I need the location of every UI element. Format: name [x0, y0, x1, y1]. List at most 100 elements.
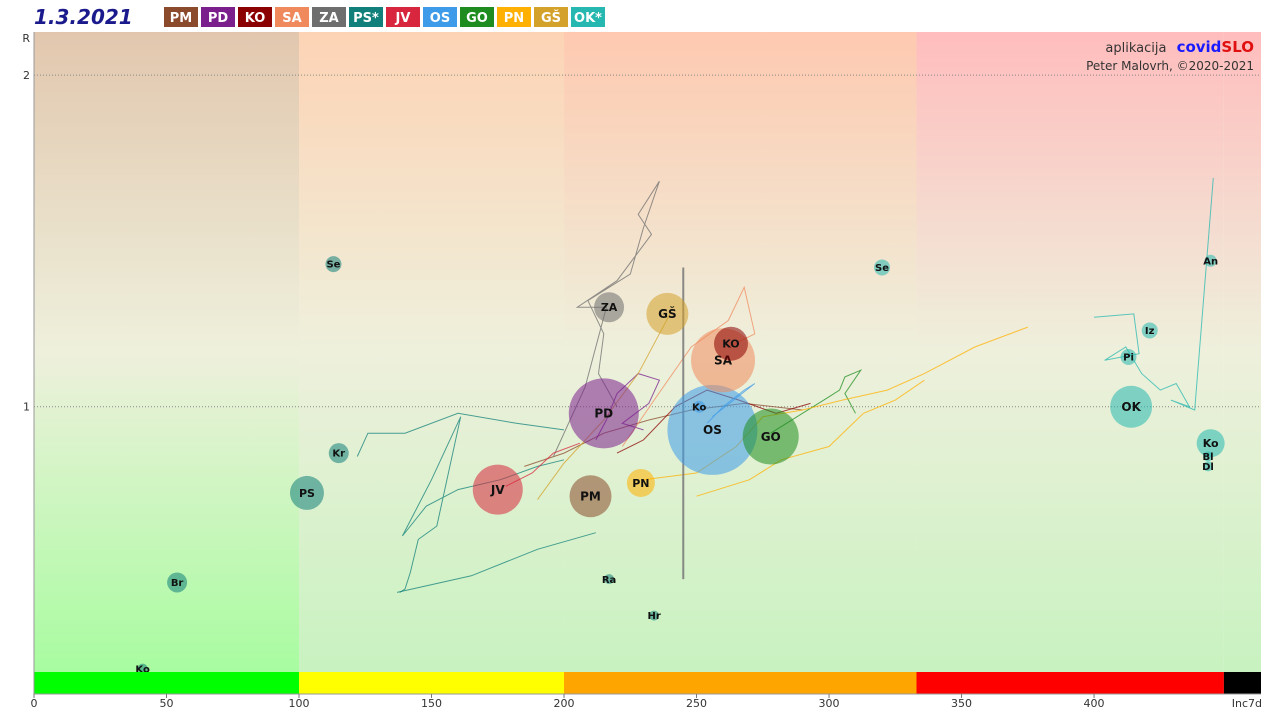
bubble-circle [626, 468, 655, 497]
bubble: PD [568, 378, 639, 449]
legend-label: KO [245, 11, 266, 26]
bubble-circle [1141, 322, 1158, 339]
legend-item: ZA [312, 7, 346, 27]
bubble: OS [667, 384, 758, 475]
bubble-label: PS [299, 487, 315, 500]
legend-swatch [201, 7, 235, 27]
bubble-label: Se [326, 260, 340, 271]
x-tick-label: 200 [554, 697, 575, 710]
bubble-circle [1110, 385, 1153, 428]
bubble: GO [742, 408, 799, 465]
bubble: GŠ [646, 292, 689, 335]
trail-line [396, 532, 596, 593]
x-tick-label: 100 [289, 697, 310, 710]
brand-covid: covid [1177, 38, 1222, 56]
axes: 0 50 100 150 200 250 300 350 400 1 2 R Inc7d [22, 32, 1262, 710]
legend-swatch [460, 7, 494, 27]
bubble: Kr [328, 443, 349, 464]
bubble-circle [713, 326, 748, 361]
credit-prefix: aplikacija [1105, 41, 1166, 56]
bubble: JV [472, 464, 523, 515]
bubble-label: Dl [1202, 462, 1214, 473]
legend-item: PN [497, 7, 531, 27]
credit-line1: aplikacija covidSLO [1105, 38, 1254, 56]
legend-label: PM [170, 11, 192, 26]
legend-item: OK* [571, 7, 605, 27]
bubble-circle [646, 292, 689, 335]
zone-bar-segment [916, 672, 1224, 694]
legend-label: GŠ [541, 10, 561, 26]
bubble-label: Br [171, 578, 184, 589]
bubble-circle [1120, 348, 1137, 365]
legend-item: JV [386, 7, 420, 27]
zone-backgrounds [34, 32, 1261, 672]
legend-label: PN [504, 11, 524, 26]
legend-item: SA [275, 7, 309, 27]
bubble: Ko [135, 663, 150, 675]
bubble-label: OK [1121, 400, 1141, 414]
legend-label: ZA [319, 11, 339, 26]
legend-label: OS [430, 11, 450, 26]
bubble-circle [1196, 429, 1225, 458]
zone-bar [34, 672, 1261, 694]
bubble: Ko [1196, 429, 1225, 458]
bubble-label: Ko [135, 664, 150, 675]
bubble-circle [742, 408, 799, 465]
bubble-label: JV [490, 483, 505, 497]
bubble-circle [594, 292, 625, 323]
bubble: Se [874, 259, 891, 276]
bubble-circle [1202, 461, 1213, 472]
y-tick-label: 2 [23, 69, 30, 82]
bubble-label: Kr [332, 449, 345, 460]
bubble: Se [325, 256, 342, 273]
legend-label: JV [395, 11, 411, 26]
x-axis-label: Inc7d [1232, 697, 1262, 710]
y-tick-label: 1 [23, 401, 30, 414]
bubble: OK [1110, 385, 1153, 428]
legend-swatch [349, 7, 383, 27]
trail-line [356, 412, 565, 457]
x-tick-label: 150 [421, 697, 442, 710]
bubble-label: OS [703, 423, 722, 437]
bubble: Pi [1120, 348, 1137, 365]
bubble-circle [604, 574, 615, 585]
y-axis-label: R [22, 32, 30, 45]
zone-background [1223, 32, 1261, 672]
zone-background [299, 32, 565, 672]
legend-swatch [386, 7, 420, 27]
legend-item: GŠ [534, 7, 568, 27]
legend-swatch [275, 7, 309, 27]
legend-item: GO [460, 7, 494, 27]
legend-item: PS* [349, 7, 383, 27]
bubble-label: Iz [1145, 326, 1155, 337]
bubble-label: An [1203, 256, 1218, 267]
bubble-circle [874, 259, 891, 276]
legend-swatch [571, 7, 605, 27]
bubble-label: PD [594, 407, 613, 421]
bubble: KO [713, 326, 748, 361]
bubble: Hr [647, 610, 661, 622]
legend-item: PM [164, 7, 198, 27]
trail-line [1093, 177, 1214, 411]
bubble-circle [667, 384, 758, 475]
trail-line [770, 369, 863, 434]
legend-label: PD [208, 11, 229, 26]
bubble: An [1203, 254, 1218, 267]
credit-line2: Peter Malovrh, ©2020-2021 [1086, 59, 1254, 73]
bubble: Br [167, 572, 188, 593]
x-tick-label: 50 [160, 697, 174, 710]
zone-bar-segment [34, 672, 300, 694]
bubble-label: Hr [647, 611, 660, 622]
bubble-circle [1204, 254, 1217, 267]
bubble-circle [569, 475, 612, 518]
zone-bar-segment [564, 672, 917, 694]
bubble-label: Ra [602, 575, 616, 586]
bubble-label: KO [722, 338, 739, 351]
bubble-circle [289, 475, 324, 510]
x-tick-label: 0 [31, 697, 38, 710]
bubble-circle [693, 400, 706, 413]
bubble-circle [649, 610, 660, 621]
zone-bar-segment [299, 672, 565, 694]
bubble: Dl [1202, 461, 1214, 473]
